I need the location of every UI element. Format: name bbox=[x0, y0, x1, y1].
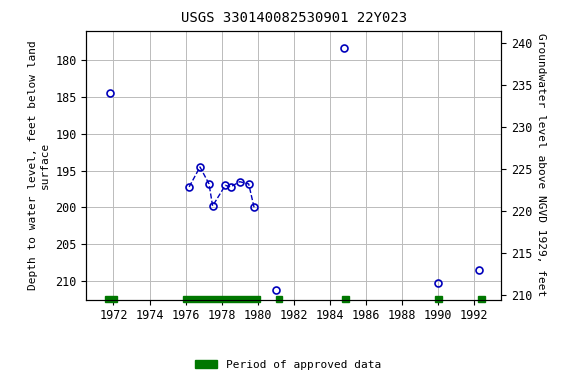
Y-axis label: Groundwater level above NGVD 1929, feet: Groundwater level above NGVD 1929, feet bbox=[536, 33, 546, 297]
Bar bbox=[435, 296, 442, 302]
Legend: Period of approved data: Period of approved data bbox=[191, 356, 385, 375]
Bar bbox=[183, 296, 260, 302]
Title: USGS 330140082530901 22Y023: USGS 330140082530901 22Y023 bbox=[181, 12, 407, 25]
Bar bbox=[478, 296, 485, 302]
Bar bbox=[276, 296, 282, 302]
Y-axis label: Depth to water level, feet below land
surface: Depth to water level, feet below land su… bbox=[28, 40, 50, 290]
Bar bbox=[105, 296, 117, 302]
Bar bbox=[343, 296, 348, 302]
